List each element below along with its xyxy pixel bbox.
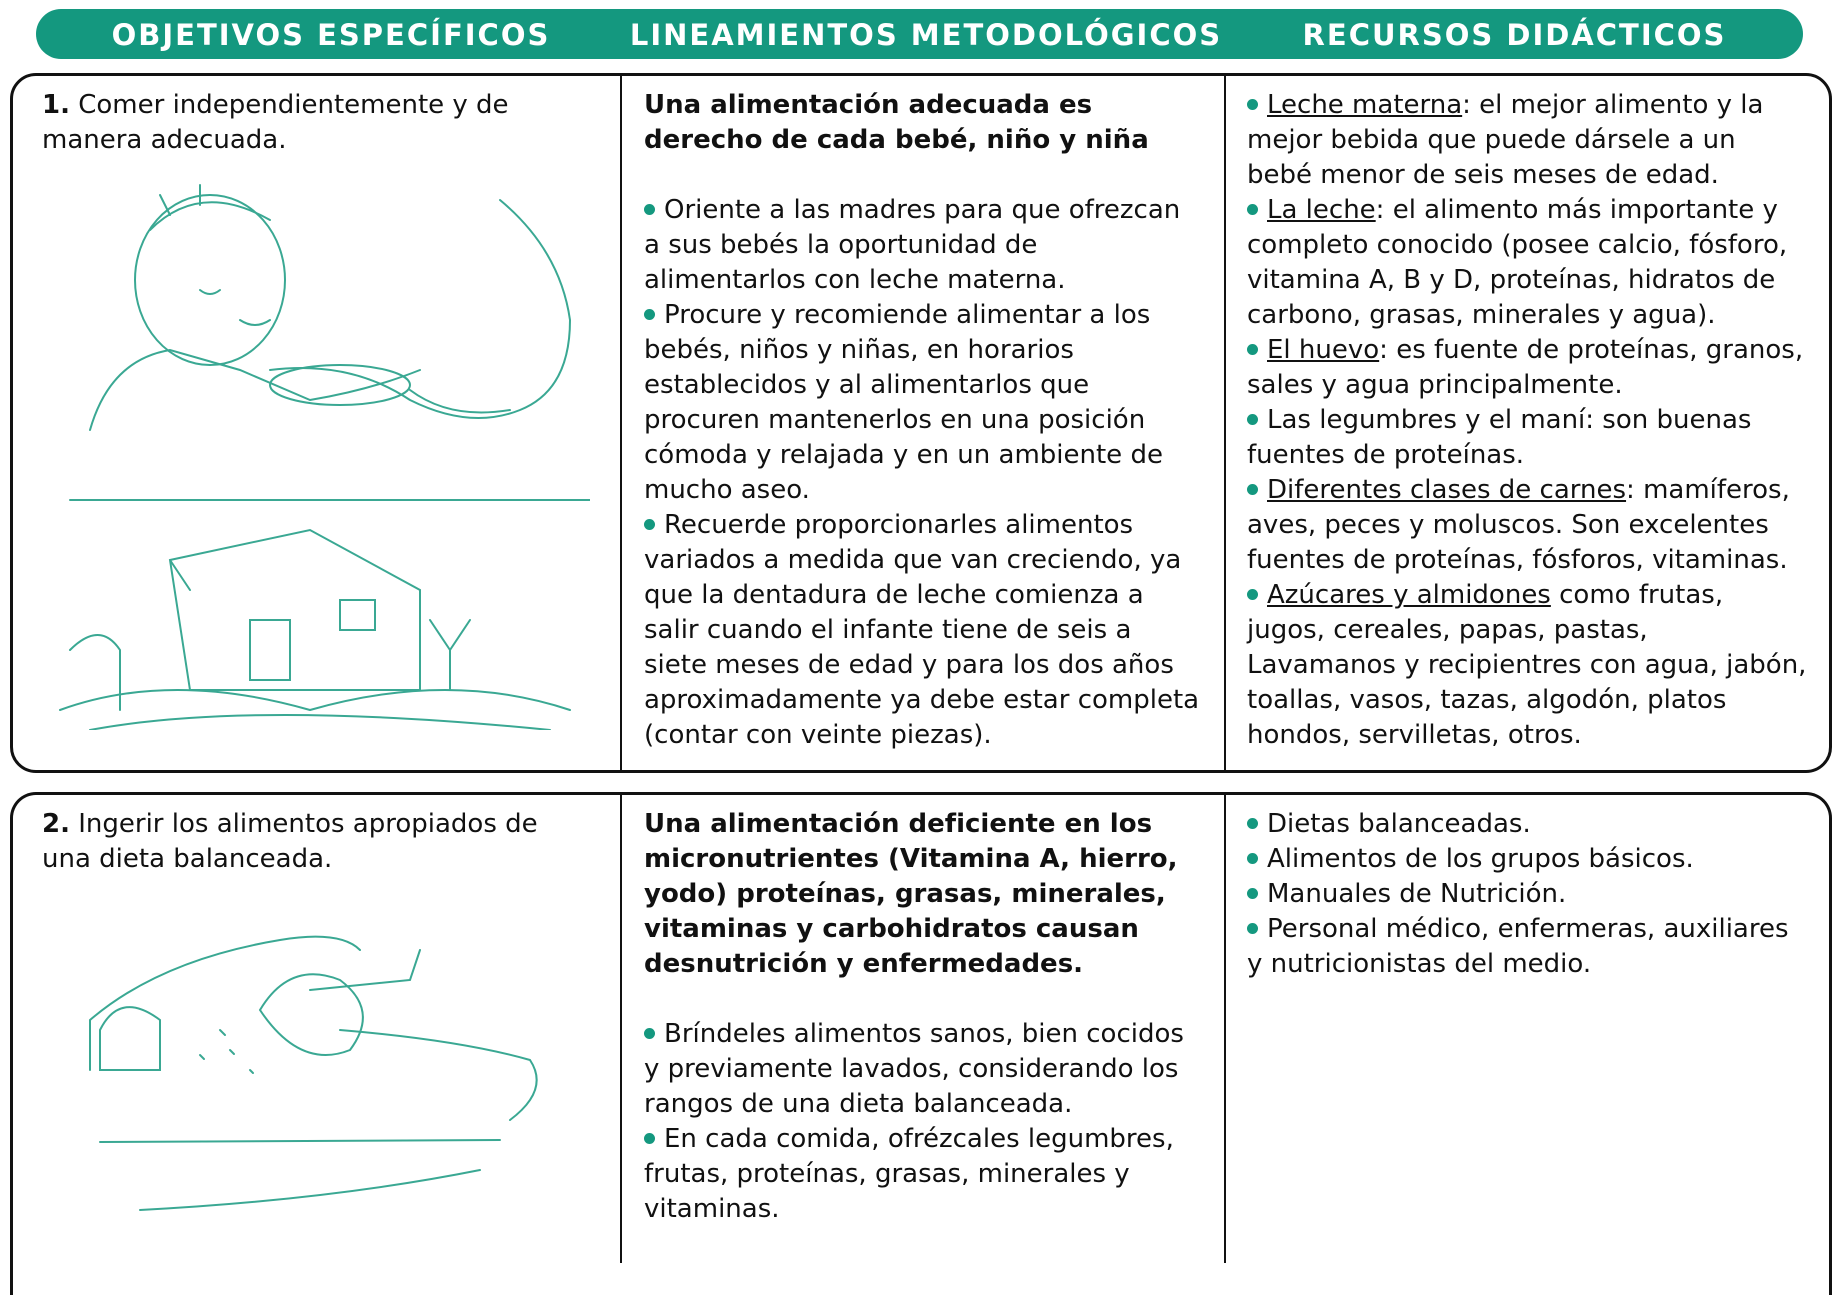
divider	[1224, 795, 1226, 1263]
resource-item: La leche: el alimento más importante y c…	[1247, 193, 1807, 333]
resource-highlight: Leche materna	[1267, 90, 1463, 120]
header-bar: OBJETIVOS ESPECÍFICOS LINEAMIENTOS METOD…	[36, 9, 1803, 59]
method-text: Bríndeles alimentos sanos, bien cocidos …	[644, 1019, 1184, 1119]
bullet	[1247, 344, 1258, 355]
resources-cell: Leche materna: el mejor alimento y la me…	[1247, 88, 1807, 753]
objective-cell: 2. Ingerir los alimentos apropiados de u…	[42, 807, 582, 877]
resource-highlight: Diferentes clases de carnes	[1267, 475, 1627, 505]
objective-text: Ingerir los alimentos apropiados de una …	[42, 809, 538, 874]
resource-item: Alimentos de los grupos básicos.	[1247, 842, 1807, 877]
objective-cell: 1. Comer independientemente y de manera …	[42, 88, 582, 158]
method-text: Oriente a las madres para que ofrezcan a…	[644, 195, 1181, 295]
resource-item: Manuales de Nutrición.	[1247, 877, 1807, 912]
method-cell: Una alimentación adecuada es derecho de …	[644, 88, 1200, 753]
resource-highlight: La leche	[1267, 195, 1376, 225]
resource-text: como frutas, jugos, cereales, papas, pas…	[1247, 580, 1724, 645]
method-text: Procure y recomiende alimentar a los beb…	[644, 300, 1163, 505]
resource-item: Dietas balanceadas.	[1247, 807, 1807, 842]
resource-note: Lavamanos y recipientres con agua, jabón…	[1247, 650, 1807, 750]
bullet	[1247, 204, 1258, 215]
resource-text: Manuales de Nutrición.	[1267, 879, 1567, 909]
bullet	[1247, 923, 1258, 934]
resource-text: : el alimento más importante y completo …	[1247, 195, 1788, 330]
resource-highlight: El huevo	[1267, 335, 1380, 365]
illustration-hand-washing	[89, 935, 538, 1211]
bullet	[1247, 589, 1258, 600]
method-cell: Una alimentación deficiente en los micro…	[644, 807, 1200, 1227]
method-title: Una alimentación deficiente en los micro…	[644, 809, 1178, 979]
objective: 2. Ingerir los alimentos apropiados de u…	[42, 807, 582, 877]
resource-text: : el mejor alimento y la mejor bebida qu…	[1247, 90, 1764, 190]
method-item: Recuerde proporcionarles alimentos varia…	[644, 508, 1200, 753]
resources-cell: Dietas balanceadas. Alimentos de los grup…	[1247, 807, 1807, 982]
bullet	[644, 309, 655, 320]
header-title: OBJETIVOS ESPECÍFICOS	[111, 18, 551, 52]
divider	[620, 76, 622, 770]
resource-item: Diferentes clases de carnes: mamíferos, …	[1247, 473, 1807, 578]
bullet	[644, 519, 655, 530]
row-box	[10, 792, 1832, 1295]
objective-number: 1.	[42, 90, 70, 120]
bullet	[1247, 414, 1258, 425]
bullet	[1247, 853, 1258, 864]
resource-item: Azúcares y almidones como frutas, jugos,…	[1247, 578, 1807, 648]
bullet	[1247, 818, 1258, 829]
resource-text: : mamíferos, aves, peces y moluscos. Son…	[1247, 475, 1790, 575]
method-text: Recuerde proporcionarles alimentos varia…	[644, 510, 1200, 750]
resource-item: Personal médico, enfermeras, auxiliares …	[1247, 912, 1807, 982]
bullet	[1247, 484, 1258, 495]
resource-text: Alimentos de los grupos básicos.	[1267, 844, 1694, 874]
resource-item: Leche materna: el mejor alimento y la me…	[1247, 88, 1807, 193]
objective-text: Comer independientemente y de manera ade…	[42, 90, 509, 155]
resource-text: Las legumbres y el maní: son buenas fuen…	[1247, 405, 1752, 470]
bullet	[1247, 99, 1258, 110]
resource-text: Personal médico, enfermeras, auxiliares …	[1247, 914, 1789, 979]
method-item: En cada comida, ofrézcales legumbres, fr…	[644, 1122, 1200, 1227]
method-title: Una alimentación adecuada es derecho de …	[644, 90, 1149, 155]
resource-item: Las legumbres y el maní: son buenas fuen…	[1247, 403, 1807, 473]
resource-text: : es fuente de proteínas, granos, sales …	[1247, 335, 1804, 400]
method-item: Bríndeles alimentos sanos, bien cocidos …	[644, 1017, 1200, 1122]
resource-item: El huevo: es fuente de proteínas, granos…	[1247, 333, 1807, 403]
method-text: En cada comida, ofrézcales legumbres, fr…	[644, 1124, 1174, 1224]
row-box	[10, 73, 1832, 773]
divider	[620, 795, 622, 1263]
resource-highlight: Azúcares y almidones	[1267, 580, 1551, 610]
bullet	[1247, 888, 1258, 899]
header-title: LINEAMIENTOS METODOLÓGICOS	[629, 18, 1223, 52]
page: OBJETIVOS ESPECÍFICOS LINEAMIENTOS METOD…	[10, 9, 1832, 1295]
bullet	[644, 204, 655, 215]
bullet	[644, 1133, 655, 1144]
header-title: RECURSOS DIDÁCTICOS	[1302, 18, 1727, 52]
objective-number: 2.	[42, 809, 70, 839]
bullet	[644, 1028, 655, 1039]
illustration-child-eating	[59, 184, 590, 730]
method-item: Oriente a las madres para que ofrezcan a…	[644, 193, 1200, 298]
resource-text: Dietas balanceadas.	[1267, 809, 1531, 839]
objective: 1. Comer independientemente y de manera …	[42, 88, 582, 158]
method-item: Procure y recomiende alimentar a los beb…	[644, 298, 1200, 508]
divider	[1224, 76, 1226, 770]
